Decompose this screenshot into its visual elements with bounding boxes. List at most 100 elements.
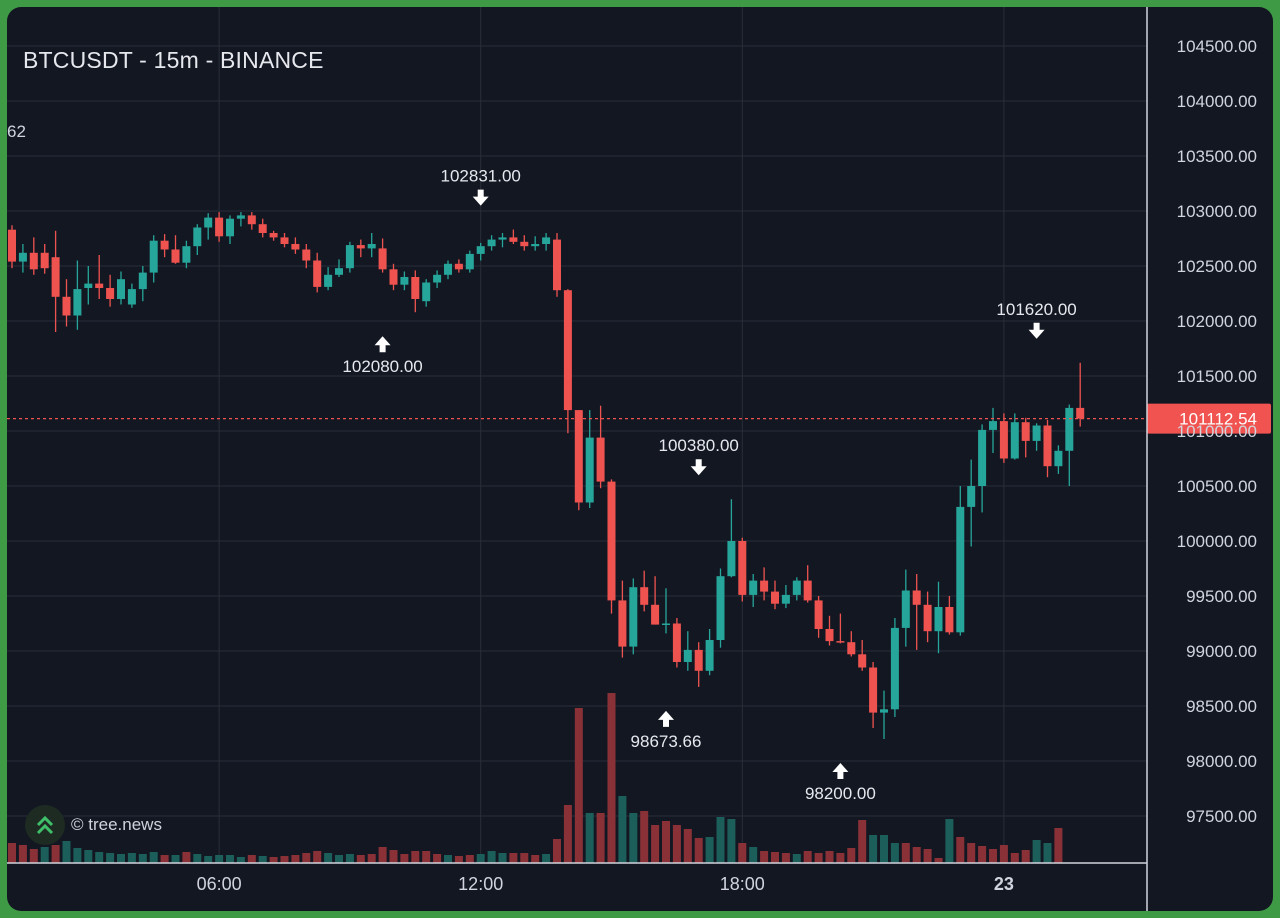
arrow-up-icon bbox=[658, 710, 674, 727]
volume-bar bbox=[869, 835, 878, 863]
candle bbox=[29, 237, 38, 275]
volume-bar bbox=[880, 835, 888, 863]
price-axis[interactable]: 104500.00 104000.00 103500.00 103000.00 1025… bbox=[1146, 7, 1257, 911]
candle bbox=[945, 596, 954, 635]
volume-bar bbox=[989, 849, 997, 863]
volume-bar bbox=[335, 855, 343, 863]
candle-body bbox=[236, 215, 245, 219]
arrow-up-icon bbox=[374, 336, 391, 353]
candle-body bbox=[302, 249, 311, 261]
candle-body bbox=[836, 641, 845, 643]
volume-bar bbox=[662, 821, 670, 863]
volume-bar bbox=[400, 854, 409, 863]
candle-body bbox=[1010, 422, 1019, 459]
volume-bar bbox=[825, 851, 834, 863]
volume-bar bbox=[160, 855, 169, 863]
candle-body bbox=[171, 249, 180, 263]
candle bbox=[814, 596, 823, 638]
high-marker: 101620.00 bbox=[996, 300, 1077, 339]
candle-body bbox=[825, 629, 834, 642]
volume-bar bbox=[149, 852, 158, 863]
candle bbox=[345, 241, 354, 273]
volume-bar bbox=[792, 854, 801, 863]
candle-body bbox=[890, 627, 899, 710]
candle-body bbox=[716, 576, 725, 640]
volume-bar bbox=[814, 853, 823, 863]
candle bbox=[73, 260, 82, 330]
volume-bar bbox=[215, 855, 224, 863]
volume-bar bbox=[454, 856, 463, 863]
candle bbox=[749, 574, 758, 607]
candle bbox=[618, 580, 627, 658]
candle bbox=[51, 230, 60, 332]
volume-bar bbox=[978, 846, 987, 863]
candle bbox=[106, 274, 115, 307]
candle-body bbox=[585, 437, 594, 503]
volume-bar bbox=[1054, 828, 1063, 863]
candle bbox=[1076, 362, 1085, 427]
candle-body bbox=[62, 296, 71, 316]
annotation-label: 98673.66 bbox=[631, 732, 702, 751]
volume-bar bbox=[291, 855, 300, 863]
candle bbox=[422, 279, 431, 307]
time-axis[interactable]: 06:00 12:00 18:00 23 bbox=[7, 862, 1147, 894]
candle-body bbox=[880, 709, 888, 713]
x-tick-label: 06:00 bbox=[197, 874, 242, 894]
candle bbox=[465, 250, 474, 273]
candle-body bbox=[999, 421, 1008, 459]
low-marker: 98200.00 bbox=[805, 763, 876, 803]
volume-bar bbox=[585, 813, 594, 863]
candle-body bbox=[1076, 407, 1085, 419]
candle bbox=[40, 244, 49, 274]
volume-bar bbox=[1021, 850, 1030, 863]
candle bbox=[716, 568, 725, 648]
candle-body bbox=[618, 600, 627, 647]
candle bbox=[335, 259, 343, 277]
arrow-down-icon bbox=[690, 459, 707, 476]
candle-body bbox=[182, 246, 191, 263]
candle bbox=[291, 237, 300, 254]
candle bbox=[869, 662, 878, 728]
candle-body bbox=[226, 218, 234, 237]
candle-body bbox=[378, 248, 387, 270]
volume-bar bbox=[596, 813, 605, 863]
double-chevron-up-icon bbox=[25, 805, 65, 845]
chart-panel[interactable]: 101112.54 102831.00 102080.00 100380.00 986… bbox=[7, 7, 1273, 911]
candles bbox=[8, 212, 1085, 739]
candle bbox=[520, 235, 529, 251]
candle-body bbox=[127, 289, 136, 305]
candle-body bbox=[858, 654, 867, 668]
volume-bar bbox=[912, 847, 921, 863]
annotation-label: 101620.00 bbox=[996, 300, 1076, 319]
candle bbox=[836, 613, 845, 644]
y-tick-label: 103000.00 bbox=[1177, 202, 1257, 221]
arrow-down-icon bbox=[1028, 322, 1045, 339]
candlestick-chart[interactable]: 101112.54 102831.00 102080.00 100380.00 986… bbox=[7, 7, 1273, 911]
candle-body bbox=[324, 274, 333, 287]
volume-bar bbox=[127, 853, 136, 863]
candle-body bbox=[84, 283, 93, 288]
volume-bar bbox=[531, 855, 540, 863]
candle bbox=[411, 270, 420, 313]
candle bbox=[912, 574, 921, 650]
annotation-label: 100380.00 bbox=[659, 436, 739, 455]
candle bbox=[989, 407, 997, 453]
candle bbox=[1054, 445, 1063, 474]
candle bbox=[803, 565, 812, 603]
candle bbox=[84, 266, 93, 305]
candle-body bbox=[95, 283, 104, 288]
candle-body bbox=[138, 272, 147, 290]
candle-body bbox=[803, 580, 812, 601]
volume-bar bbox=[520, 853, 529, 863]
candle bbox=[313, 252, 322, 293]
candle-body bbox=[476, 246, 485, 254]
candle-body bbox=[956, 506, 965, 633]
candle bbox=[607, 479, 616, 614]
arrow-down-icon bbox=[472, 189, 489, 206]
volume-bar bbox=[204, 856, 213, 863]
volume-bar bbox=[378, 847, 387, 863]
y-tick-label: 102000.00 bbox=[1177, 312, 1257, 331]
candle-body bbox=[967, 486, 976, 507]
candle-body bbox=[73, 289, 82, 316]
candle bbox=[400, 271, 409, 291]
